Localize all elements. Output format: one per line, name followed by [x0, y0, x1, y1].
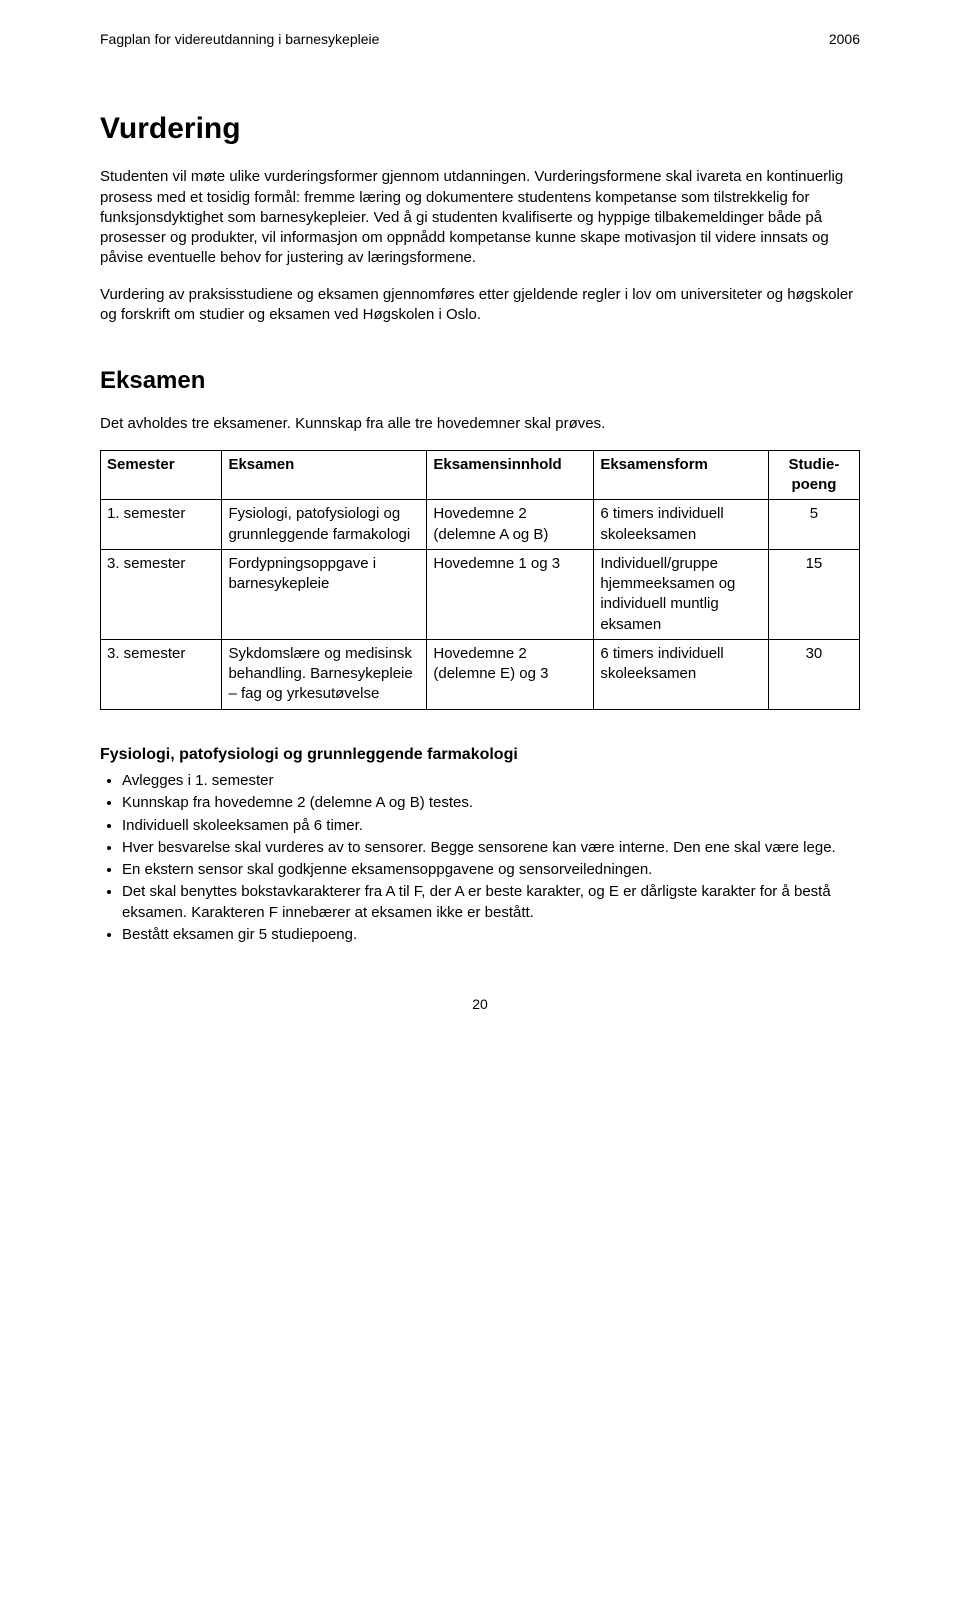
- cell-innhold: Hovedemne 2 (delemne A og B): [427, 500, 594, 550]
- table-row: 3. semester Fordypningsoppgave i barnesy…: [101, 549, 860, 639]
- header-right: 2006: [829, 30, 860, 49]
- list-item: Kunnskap fra hovedemne 2 (delemne A og B…: [122, 793, 860, 813]
- list-item: Det skal benyttes bokstavkarakterer fra …: [122, 882, 860, 923]
- table-row: 1. semester Fysiologi, patofysiologi og …: [101, 500, 860, 550]
- vurdering-paragraph-1: Studenten vil møte ulike vurderingsforme…: [100, 167, 860, 268]
- page-number: 20: [100, 995, 860, 1014]
- header-left: Fagplan for videreutdanning i barnesykep…: [100, 30, 379, 49]
- cell-innhold: Hovedemne 2 (delemne E) og 3: [427, 639, 594, 709]
- fysiologi-list: Avlegges i 1. semester Kunnskap fra hove…: [100, 771, 860, 945]
- document-header: Fagplan for videreutdanning i barnesykep…: [100, 30, 860, 49]
- subsection-title-fysiologi: Fysiologi, patofysiologi og grunnleggend…: [100, 744, 860, 766]
- cell-form: Individuell/gruppe hjemmeeksamen og indi…: [594, 549, 769, 639]
- col-header-semester: Semester: [101, 450, 222, 500]
- col-header-form: Eksamensform: [594, 450, 769, 500]
- list-item: En ekstern sensor skal godkjenne eksamen…: [122, 860, 860, 880]
- cell-studiepoeng: 5: [768, 500, 859, 550]
- cell-studiepoeng: 15: [768, 549, 859, 639]
- section-title-eksamen: Eksamen: [100, 365, 860, 397]
- list-item: Bestått eksamen gir 5 studiepoeng.: [122, 925, 860, 945]
- col-header-eksamen: Eksamen: [222, 450, 427, 500]
- cell-semester: 1. semester: [101, 500, 222, 550]
- list-item: Hver besvarelse skal vurderes av to sens…: [122, 838, 860, 858]
- cell-innhold: Hovedemne 1 og 3: [427, 549, 594, 639]
- cell-studiepoeng: 30: [768, 639, 859, 709]
- cell-form: 6 timers individuell skoleeksamen: [594, 639, 769, 709]
- cell-eksamen: Fordypningsoppgave i barnesykepleie: [222, 549, 427, 639]
- cell-semester: 3. semester: [101, 639, 222, 709]
- table-header-row: Semester Eksamen Eksamensinnhold Eksamen…: [101, 450, 860, 500]
- eksamen-table: Semester Eksamen Eksamensinnhold Eksamen…: [100, 450, 860, 710]
- list-item: Avlegges i 1. semester: [122, 771, 860, 791]
- section-title-vurdering: Vurdering: [100, 109, 860, 150]
- vurdering-paragraph-2: Vurdering av praksisstudiene og eksamen …: [100, 285, 860, 326]
- list-item: Individuell skoleeksamen på 6 timer.: [122, 816, 860, 836]
- table-row: 3. semester Sykdomslære og medisinsk beh…: [101, 639, 860, 709]
- cell-eksamen: Fysiologi, patofysiologi og grunnleggend…: [222, 500, 427, 550]
- col-header-innhold: Eksamensinnhold: [427, 450, 594, 500]
- col-header-studiepoeng: Studie-poeng: [768, 450, 859, 500]
- cell-semester: 3. semester: [101, 549, 222, 639]
- eksamen-intro: Det avholdes tre eksamener. Kunnskap fra…: [100, 414, 860, 434]
- cell-eksamen: Sykdomslære og medisinsk behandling. Bar…: [222, 639, 427, 709]
- cell-form: 6 timers individuell skoleeksamen: [594, 500, 769, 550]
